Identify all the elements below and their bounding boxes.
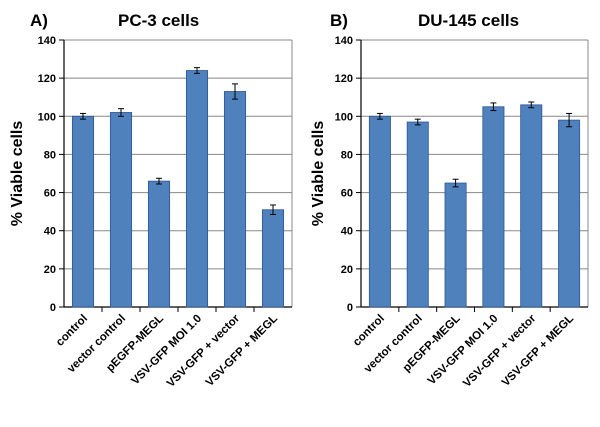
y-tick-label: 40 [341,226,353,238]
x-category-label: control [351,313,387,349]
y-tick-label: 40 [44,226,56,238]
bar [71,115,95,308]
x-category-label: VSV-GFP + MEGL [500,313,576,389]
panel-a: A) PC-3 cells 0 20 40 60 80 100 120 140 % Viable c… [9,11,293,390]
bar [223,91,247,308]
y-tick-label: 20 [341,264,353,276]
chart-title: PC-3 cells [118,11,199,30]
y-tick-label: 60 [341,188,353,200]
bar [147,180,171,308]
y-axis-label: % Viable cells [310,121,327,227]
y-tick-label: 0 [50,302,56,314]
bar [185,70,209,308]
y-tick-label: 20 [44,264,56,276]
bar [406,121,429,308]
bar [109,112,133,308]
y-axis-label: % Viable cells [9,121,26,227]
y-tick-label: 100 [38,111,56,123]
bar [558,119,581,308]
bar [482,106,505,308]
chart-title: DU-145 cells [418,11,519,30]
y-tick-label: 60 [44,188,56,200]
bar [261,209,285,308]
y-tick-label: 100 [335,111,353,123]
bar [368,115,391,308]
panel-b: B) DU-145 cells 0 20 40 60 80 100 120 140 % Viable… [310,11,589,390]
x-category-label: VSV-GFP MOI 1.0 [129,313,204,388]
bar [520,104,543,308]
x-category-label: VSV-GFP MOI 1.0 [426,313,501,388]
y-tick-label: 120 [38,73,56,85]
y-tick-label: 140 [38,35,56,47]
x-category-label: control [54,313,90,349]
y-tick-label: 0 [347,302,353,314]
y-tick-label: 80 [44,149,56,161]
x-category-label: VSV-GFP + vector [165,312,243,390]
y-tick-label: 140 [335,35,353,47]
panel-letter: B) [330,11,348,30]
y-tick-label: 120 [335,73,353,85]
x-category-label: VSV-GFP + MEGL [204,313,280,389]
panel-letter: A) [30,11,48,30]
y-tick-label: 80 [341,149,353,161]
bar [444,182,467,308]
x-category-label: VSV-GFP + vector [461,312,539,390]
